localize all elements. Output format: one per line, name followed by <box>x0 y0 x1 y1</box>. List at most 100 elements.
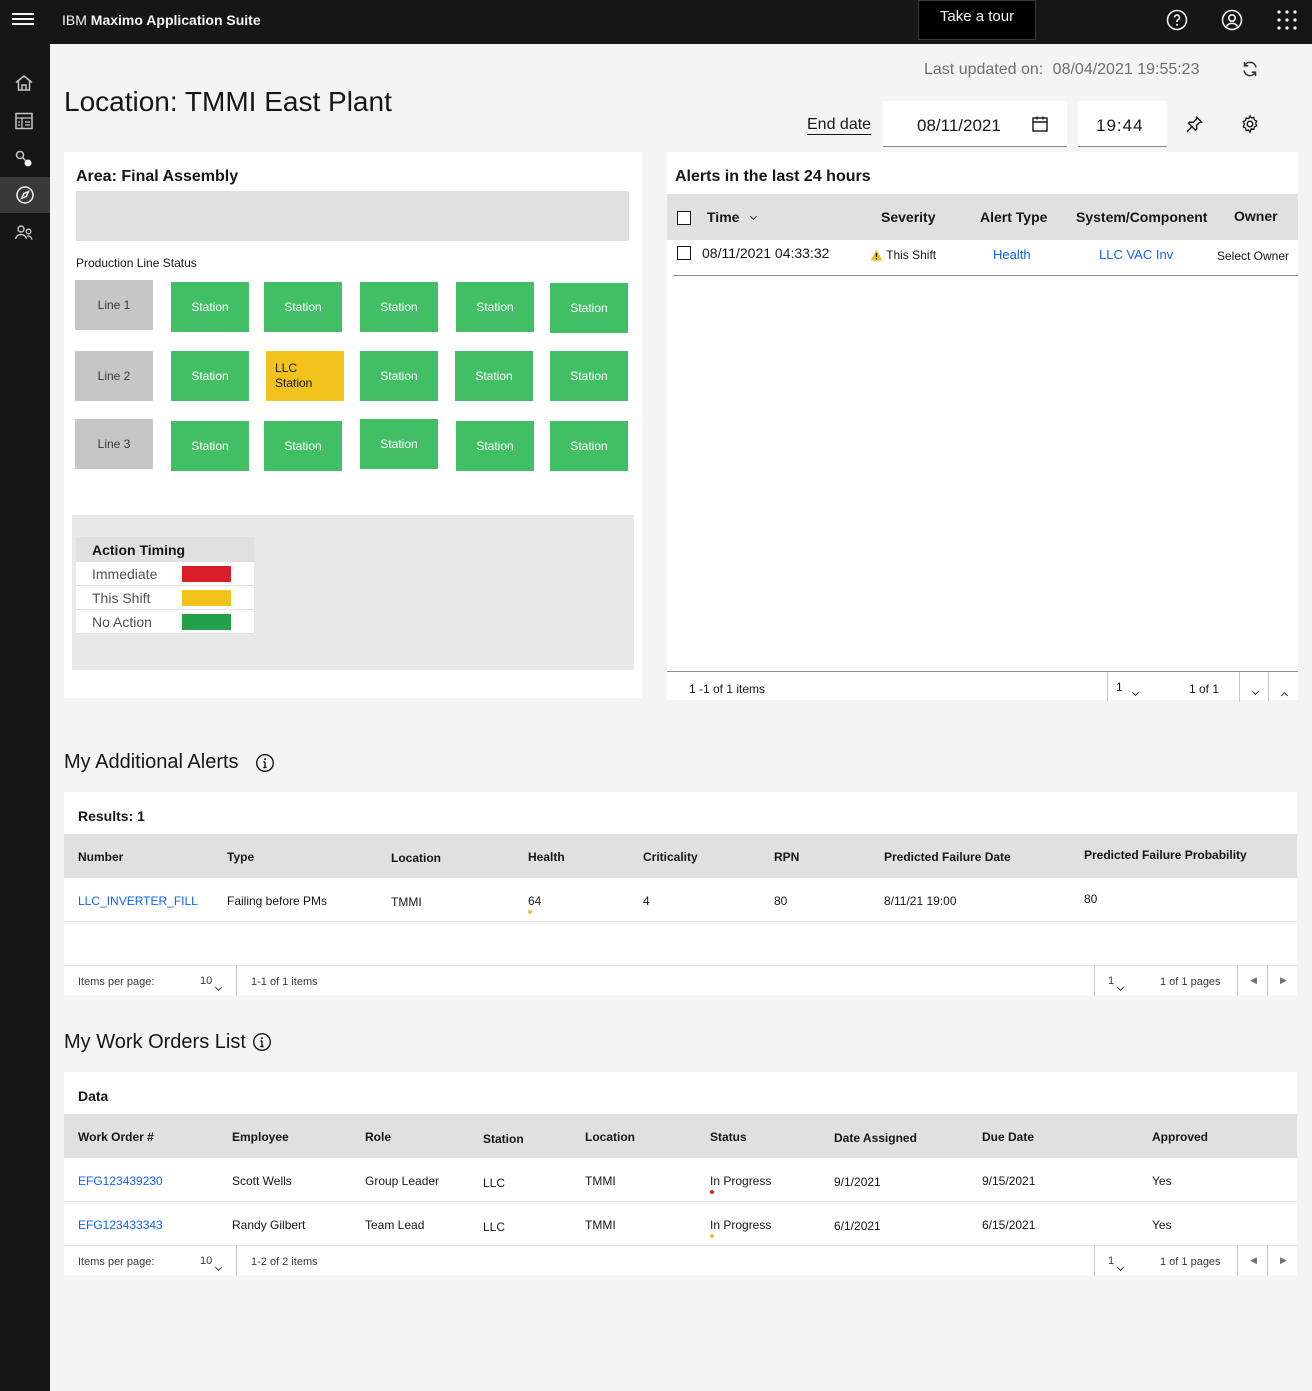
column-header[interactable]: Station <box>483 1132 524 1146</box>
action-timing-legend-box: Action Timing Immediate This Shift No Ac… <box>72 515 634 670</box>
users-icon[interactable] <box>11 220 37 246</box>
table-caption: Data <box>78 1088 109 1104</box>
app-switcher-icon[interactable] <box>1275 8 1299 32</box>
column-header[interactable]: Role <box>365 1130 392 1144</box>
column-header-system-component[interactable]: System/Component <box>1076 209 1208 225</box>
select-owner-dropdown[interactable]: Select Owner <box>1217 249 1290 263</box>
end-time-picker[interactable]: 19:44 <box>1078 101 1167 147</box>
gear-icon[interactable] <box>1240 114 1260 134</box>
caret-left-icon[interactable]: ◀ <box>1250 975 1257 985</box>
additional-alerts-table: Results: 1 Number Type Location Health C… <box>64 792 1297 996</box>
items-per-page-select[interactable]: 10 <box>200 975 223 992</box>
column-header[interactable]: Type <box>227 850 255 864</box>
column-header[interactable]: Health <box>528 850 565 864</box>
caret-left-icon[interactable]: ◀ <box>1250 1255 1257 1265</box>
help-icon[interactable] <box>1165 8 1189 32</box>
end-date-picker[interactable]: 08/11/2021 <box>883 101 1067 147</box>
caret-right-icon[interactable]: ▶ <box>1280 975 1287 985</box>
line-tile[interactable]: Line 1 <box>75 280 153 330</box>
column-header-severity[interactable]: Severity <box>881 209 936 225</box>
station-tile[interactable]: Station <box>171 351 249 401</box>
take-a-tour-button[interactable]: Take a tour <box>918 0 1036 40</box>
page-select[interactable]: 1 <box>1116 680 1139 697</box>
column-header[interactable]: Location <box>391 851 441 865</box>
work-order-link[interactable]: EFG123433343 <box>78 1218 163 1232</box>
alert-type-link[interactable]: Health <box>993 247 1031 262</box>
home-icon[interactable] <box>11 70 37 96</box>
employee: Randy Gilbert <box>232 1218 306 1232</box>
table-row[interactable]: EFG123439230 Scott Wells Group Leader LL… <box>64 1158 1297 1202</box>
table-row[interactable]: EFG123433343 Randy Gilbert Team Lead LLC… <box>64 1202 1297 1246</box>
station-tile[interactable]: Station <box>264 421 342 471</box>
column-header[interactable]: Employee <box>232 1130 289 1144</box>
status-dot <box>528 910 532 914</box>
column-header[interactable]: Criticality <box>643 850 698 864</box>
connection-icon[interactable] <box>11 146 37 172</box>
column-header[interactable]: Due Date <box>982 1130 1035 1144</box>
column-header[interactable]: Status <box>710 1130 747 1144</box>
column-header[interactable]: Approved <box>1152 1130 1209 1144</box>
station-tile[interactable]: Station <box>171 421 249 471</box>
dashboard-icon[interactable] <box>11 108 37 134</box>
calendar-icon[interactable] <box>1031 115 1049 133</box>
column-header-alert-type[interactable]: Alert Type <box>980 209 1048 225</box>
column-header[interactable]: Number <box>78 850 124 864</box>
approved: Yes <box>1152 1218 1172 1232</box>
column-header[interactable]: Predicted Failure Date <box>884 850 1011 864</box>
table-row[interactable]: 08/11/2021 04:33:32 This Shift Health LL… <box>673 242 1298 276</box>
status-dot <box>710 1234 714 1238</box>
station-tile[interactable]: Station <box>456 421 534 471</box>
station-tile[interactable]: Station <box>550 421 628 471</box>
column-header[interactable]: RPN <box>774 850 800 864</box>
station-tile[interactable]: Station <box>550 283 628 333</box>
alert-number-link[interactable]: LLC_INVERTER_FILL <box>78 894 198 908</box>
info-icon[interactable] <box>252 1032 272 1052</box>
station-tile-alert[interactable]: LLC Station <box>266 351 344 401</box>
legend-item: This Shift <box>76 586 254 610</box>
info-icon[interactable] <box>255 753 275 773</box>
last-updated-label: Last updated on: <box>924 61 1044 78</box>
column-header[interactable]: Predicted Failure Probability <box>1084 848 1247 862</box>
station-tile[interactable]: Station <box>264 282 342 332</box>
station-tile[interactable]: Station <box>360 282 438 332</box>
station-tile[interactable]: Station <box>171 282 249 332</box>
column-header[interactable]: Date Assigned <box>834 1131 917 1145</box>
sort-chevron-down-icon[interactable] <box>750 212 758 221</box>
station-tile[interactable]: Station <box>550 351 628 401</box>
table-row[interactable]: LLC_INVERTER_FILL Failing before PMs TMM… <box>64 878 1297 922</box>
items-per-page-select[interactable]: 10 <box>200 1255 223 1272</box>
divider <box>1237 1246 1238 1276</box>
legend-label: No Action <box>92 614 152 630</box>
alert-severity: This Shift <box>870 247 936 262</box>
column-header[interactable]: Work Order # <box>78 1130 154 1144</box>
caret-right-icon[interactable]: ▶ <box>1280 1255 1287 1265</box>
chevron-up-icon <box>1280 691 1289 700</box>
line-tile[interactable]: Line 3 <box>75 419 153 469</box>
pin-icon[interactable] <box>1184 114 1204 134</box>
app-brand[interactable]: IBM Maximo Application Suite <box>62 12 261 28</box>
page-select[interactable]: 1 <box>1108 975 1125 992</box>
item-range: 1-1 of 1 items <box>251 976 318 988</box>
station-tile[interactable]: Station <box>455 351 533 401</box>
chevron-down-icon <box>1117 1263 1125 1272</box>
station-tile[interactable]: Station <box>360 419 438 469</box>
page-select[interactable]: 1 <box>1108 1255 1125 1272</box>
hamburger-menu-icon[interactable] <box>12 10 34 32</box>
station-tile[interactable]: Station <box>456 282 534 332</box>
work-order-link[interactable]: EFG123439230 <box>78 1174 163 1188</box>
alert-location: TMMI <box>391 895 422 909</box>
column-header-owner[interactable]: Owner <box>1234 208 1278 224</box>
select-all-checkbox[interactable] <box>677 211 691 225</box>
table-header: Number Type Location Health Criticality … <box>64 834 1297 878</box>
system-component-link[interactable]: LLC VAC Inv <box>1099 247 1174 262</box>
column-header[interactable]: Location <box>585 1130 635 1144</box>
user-avatar-icon[interactable] <box>1220 8 1244 32</box>
station-tile[interactable]: Station <box>360 351 438 401</box>
compass-icon[interactable] <box>0 177 50 213</box>
line-tile[interactable]: Line 2 <box>75 351 153 401</box>
divider <box>1237 966 1238 996</box>
column-header-time[interactable]: Time <box>707 209 758 225</box>
refresh-icon[interactable] <box>1240 59 1260 79</box>
end-date-label[interactable]: End date <box>807 116 872 135</box>
row-checkbox[interactable] <box>677 246 691 260</box>
